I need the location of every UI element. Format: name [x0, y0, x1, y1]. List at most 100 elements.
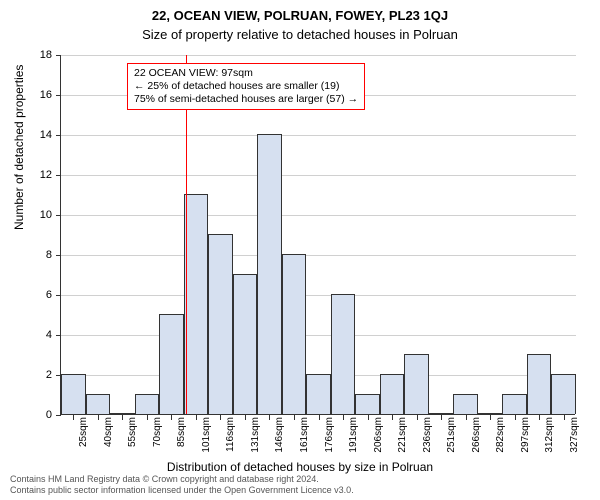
annotation-line: 75% of semi-detached houses are larger (… [134, 93, 358, 106]
x-tick-mark [73, 415, 74, 420]
y-tick-label: 0 [22, 409, 52, 421]
chart-area: 25sqm40sqm55sqm70sqm85sqm101sqm116sqm131… [60, 55, 575, 415]
chart-title-sub: Size of property relative to detached ho… [0, 23, 600, 42]
y-tick-mark [56, 135, 61, 136]
y-tick-mark [56, 295, 61, 296]
x-tick-mark [441, 415, 442, 420]
x-tick-mark [269, 415, 270, 420]
y-tick-label: 18 [22, 49, 52, 61]
x-tick-mark [147, 415, 148, 420]
x-tick-label: 40sqm [103, 417, 114, 447]
y-tick-mark [56, 335, 61, 336]
y-tick-label: 8 [22, 249, 52, 261]
x-tick-label: 206sqm [373, 417, 384, 453]
x-tick-mark [368, 415, 369, 420]
x-tick-label: 236sqm [422, 417, 433, 453]
x-tick-label: 161sqm [299, 417, 310, 453]
x-tick-label: 70sqm [152, 417, 163, 447]
chart-title-main: 22, OCEAN VIEW, POLRUAN, FOWEY, PL23 1QJ [0, 0, 600, 23]
histogram-bar [61, 374, 86, 414]
x-tick-mark [122, 415, 123, 420]
x-tick-mark [245, 415, 246, 420]
x-tick-mark [490, 415, 491, 420]
grid-line [61, 335, 576, 336]
histogram-bar [184, 194, 209, 414]
y-tick-mark [56, 255, 61, 256]
y-tick-label: 2 [22, 369, 52, 381]
histogram-bar [135, 394, 160, 414]
x-tick-mark [171, 415, 172, 420]
x-tick-mark [98, 415, 99, 420]
x-tick-label: 297sqm [520, 417, 531, 453]
y-tick-label: 6 [22, 289, 52, 301]
x-tick-mark [515, 415, 516, 420]
x-tick-mark [539, 415, 540, 420]
x-tick-label: 312sqm [544, 417, 555, 453]
footer-attribution: Contains HM Land Registry data © Crown c… [10, 474, 354, 496]
histogram-bar [453, 394, 478, 414]
x-tick-mark [196, 415, 197, 420]
x-tick-label: 55sqm [127, 417, 138, 447]
x-tick-mark [294, 415, 295, 420]
histogram-bar [380, 374, 405, 414]
annotation-box: 22 OCEAN VIEW: 97sqm← 25% of detached ho… [127, 63, 365, 110]
x-tick-mark [392, 415, 393, 420]
y-tick-mark [56, 55, 61, 56]
y-tick-label: 10 [22, 209, 52, 221]
grid-line [61, 175, 576, 176]
y-tick-mark [56, 215, 61, 216]
x-tick-mark [564, 415, 565, 420]
x-tick-mark [220, 415, 221, 420]
histogram-bar [282, 254, 307, 414]
x-tick-label: 191sqm [348, 417, 359, 453]
x-tick-label: 266sqm [471, 417, 482, 453]
histogram-bar [86, 394, 111, 414]
histogram-bar [110, 413, 135, 414]
x-tick-label: 251sqm [446, 417, 457, 453]
grid-line [61, 55, 576, 56]
y-tick-label: 4 [22, 329, 52, 341]
grid-line [61, 295, 576, 296]
histogram-bar [527, 354, 552, 414]
grid-line [61, 215, 576, 216]
histogram-bar [331, 294, 356, 414]
grid-line [61, 255, 576, 256]
histogram-bar [478, 413, 503, 414]
histogram-bar [551, 374, 576, 414]
x-tick-label: 116sqm [225, 417, 236, 452]
x-tick-label: 101sqm [201, 417, 212, 453]
y-tick-mark [56, 415, 61, 416]
histogram-bar [404, 354, 429, 414]
annotation-line: 22 OCEAN VIEW: 97sqm [134, 67, 358, 80]
histogram-bar [159, 314, 184, 414]
x-tick-label: 146sqm [274, 417, 285, 453]
y-tick-label: 12 [22, 169, 52, 181]
x-tick-mark [417, 415, 418, 420]
histogram-bar [208, 234, 233, 414]
histogram-bar [502, 394, 527, 414]
footer-line-2: Contains public sector information licen… [10, 485, 354, 496]
histogram-bar [429, 413, 454, 414]
plot-area: 25sqm40sqm55sqm70sqm85sqm101sqm116sqm131… [60, 55, 575, 415]
histogram-bar [306, 374, 331, 414]
histogram-bar [233, 274, 258, 414]
x-tick-label: 176sqm [324, 417, 335, 453]
x-tick-mark [319, 415, 320, 420]
x-tick-label: 131sqm [250, 417, 261, 453]
x-tick-mark [466, 415, 467, 420]
y-tick-mark [56, 95, 61, 96]
x-tick-mark [343, 415, 344, 420]
histogram-bar [257, 134, 282, 414]
x-tick-label: 85sqm [176, 417, 187, 447]
histogram-bar [355, 394, 380, 414]
x-tick-label: 327sqm [569, 417, 580, 453]
x-tick-label: 221sqm [397, 417, 408, 453]
y-tick-label: 14 [22, 129, 52, 141]
y-tick-mark [56, 175, 61, 176]
annotation-line: ← 25% of detached houses are smaller (19… [134, 80, 358, 93]
grid-line [61, 135, 576, 136]
y-tick-label: 16 [22, 89, 52, 101]
x-axis-label: Distribution of detached houses by size … [0, 460, 600, 474]
x-tick-label: 25sqm [78, 417, 89, 447]
footer-line-1: Contains HM Land Registry data © Crown c… [10, 474, 354, 485]
